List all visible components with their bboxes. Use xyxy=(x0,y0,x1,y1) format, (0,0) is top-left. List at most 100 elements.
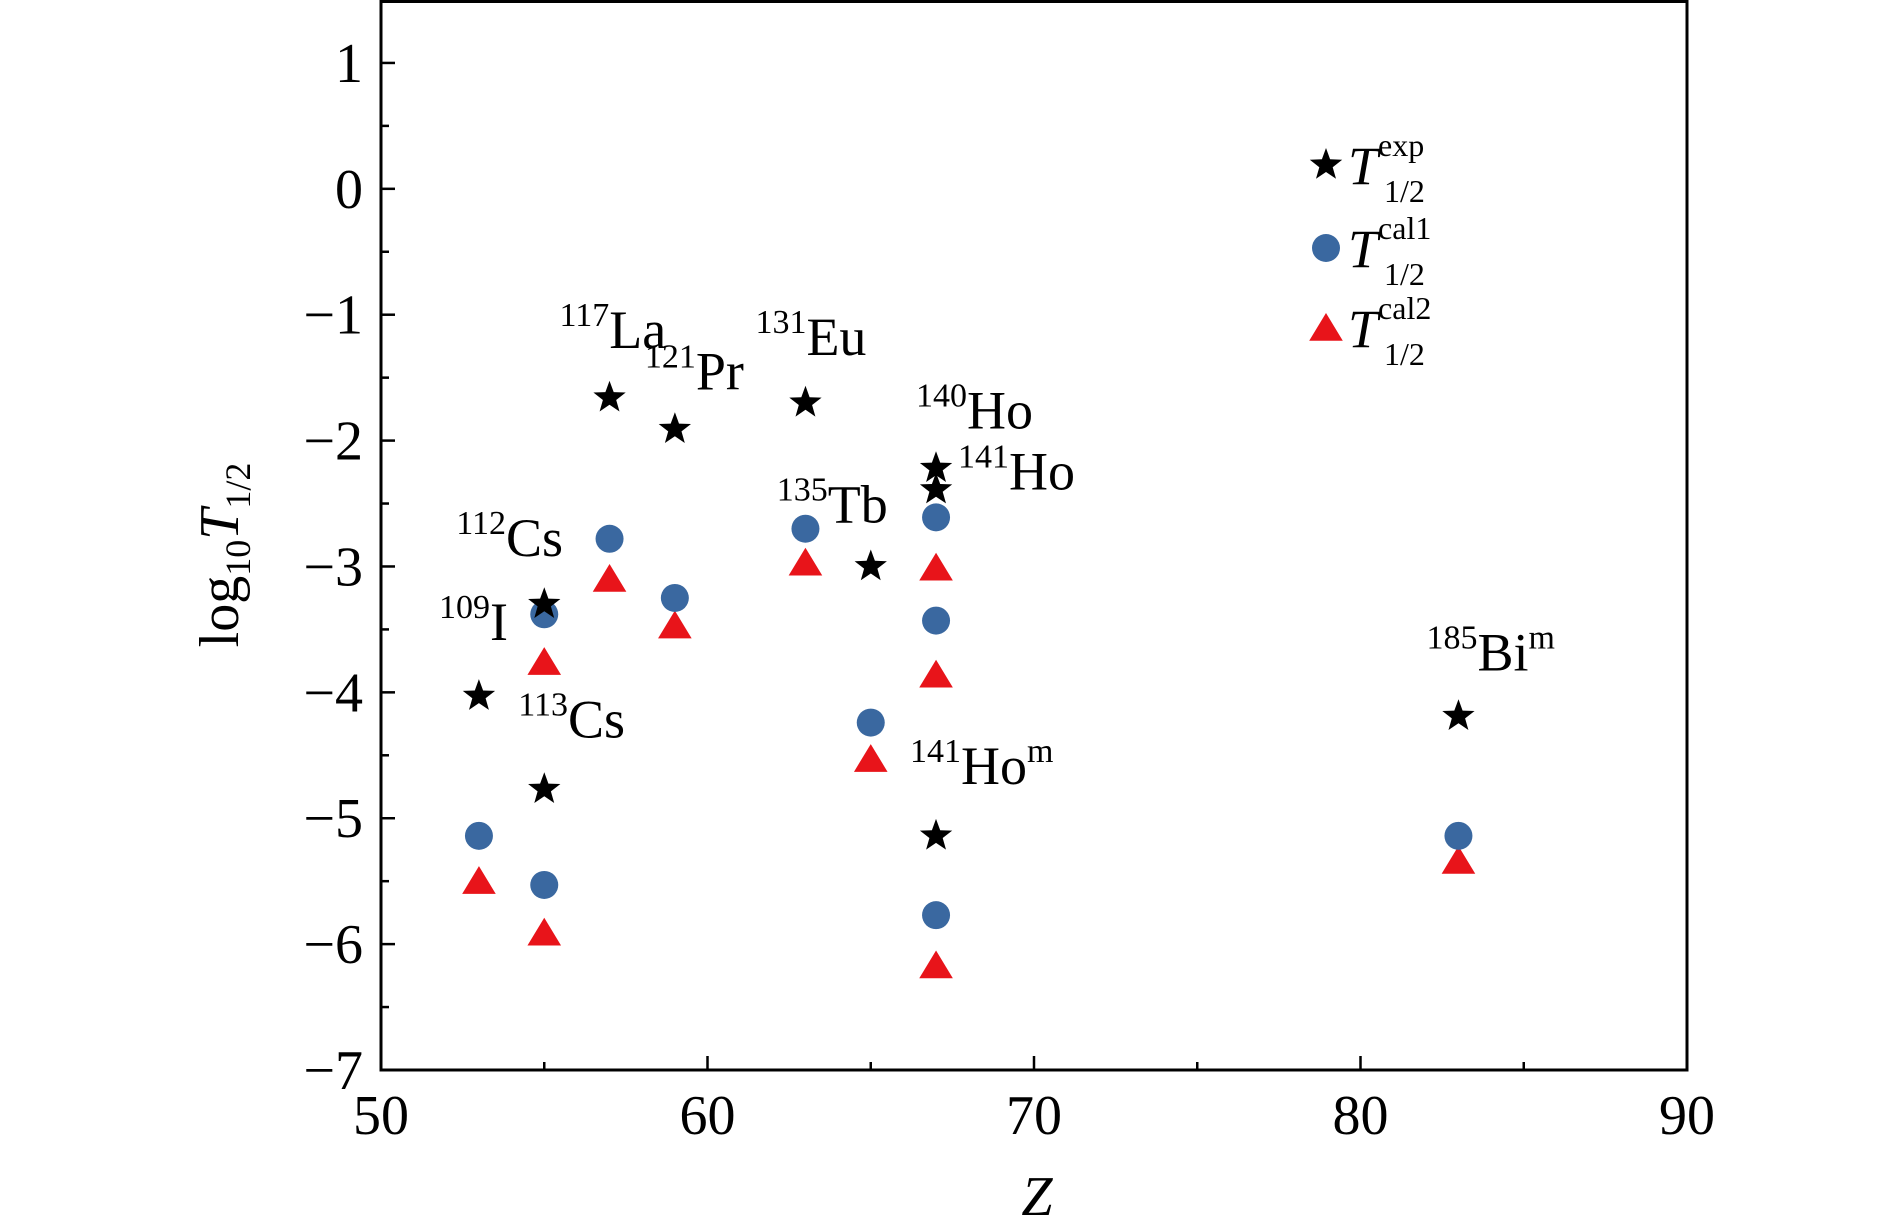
point-cal2 xyxy=(919,552,953,581)
x-tick-label: 90 xyxy=(1659,1085,1715,1147)
y-axis-label-var-sub: 1/2 xyxy=(218,463,258,509)
nuclide-label: 121Pr xyxy=(645,338,744,401)
nuclide-label: 185Bim xyxy=(1426,619,1554,682)
y-tick-label: 1 xyxy=(335,33,363,95)
nuclide-element: Cs xyxy=(506,508,563,568)
point-cal1 xyxy=(530,600,559,629)
y-tick-label: −1 xyxy=(303,285,363,347)
nuclide-element: Ho xyxy=(967,380,1033,440)
point-cal2 xyxy=(527,647,562,675)
point-cal1 xyxy=(595,524,624,553)
point-exp xyxy=(658,412,691,443)
point-cal2 xyxy=(527,917,562,946)
point-exp xyxy=(919,451,953,482)
y-tick-label: −6 xyxy=(303,914,363,976)
nuclide-label: 112Cs xyxy=(456,505,563,568)
data-points xyxy=(462,380,1476,979)
point-exp xyxy=(1442,699,1475,730)
point-exp xyxy=(593,380,626,412)
series-exp xyxy=(462,380,1475,850)
point-cal1 xyxy=(856,708,885,737)
nuclide-label: 141Hom xyxy=(910,733,1053,796)
y-axis-label-base-sub: 10 xyxy=(218,540,258,576)
y-axis-label: log10T1/2 xyxy=(189,463,258,648)
legend-sub: 1/2 xyxy=(1384,336,1425,372)
legend-var: T xyxy=(1348,299,1382,359)
plot-frame xyxy=(379,0,1689,1072)
point-cal2 xyxy=(658,610,692,639)
y-tick-label: 0 xyxy=(335,159,363,221)
axes xyxy=(379,0,1689,1072)
axis-ticks xyxy=(379,61,1689,1072)
point-cal1 xyxy=(530,870,559,899)
nuclide-element: I xyxy=(490,592,508,652)
y-axis-label-base: log xyxy=(189,576,251,648)
nuclide-mass: 109 xyxy=(439,589,490,626)
point-cal2 xyxy=(919,659,953,688)
nuclide-label: 113Cs xyxy=(518,686,625,749)
nuclide-mass: 140 xyxy=(916,377,967,414)
nuclide-element: Eu xyxy=(806,307,866,367)
legend-label: Tcal2 1/2 xyxy=(1348,290,1431,372)
point-cal2 xyxy=(853,744,888,772)
nuclide-element: Cs xyxy=(568,689,625,749)
point-cal2 xyxy=(462,866,496,894)
point-exp xyxy=(919,818,953,850)
legend-label: Texp 1/2 xyxy=(1348,127,1425,209)
x-tick-label: 60 xyxy=(680,1085,736,1147)
point-cal1 xyxy=(922,901,951,930)
x-tick-label: 50 xyxy=(353,1085,409,1147)
point-exp xyxy=(528,772,561,803)
point-cal1 xyxy=(464,821,493,850)
legend-marker-cal2 xyxy=(1309,313,1343,341)
x-tick-label: 80 xyxy=(1333,1085,1389,1147)
nuclide-label: 117La xyxy=(560,297,667,360)
point-cal2 xyxy=(919,950,953,979)
x-tick-label: 70 xyxy=(1006,1085,1062,1147)
axis-tick-labels: 50 60 70 80 90 1 0 −1 −2 −3 −4 −5 −6 −7 xyxy=(303,33,1715,1147)
nuclide-isomer: m xyxy=(1027,733,1053,770)
nuclide-mass: 185 xyxy=(1426,619,1477,656)
nuclide-element: Ho xyxy=(1009,442,1075,502)
legend-sub: 1/2 xyxy=(1384,173,1425,209)
legend-var: T xyxy=(1348,136,1382,196)
y-tick-label: −3 xyxy=(303,536,363,598)
legend-var: T xyxy=(1348,219,1382,279)
point-exp xyxy=(462,679,496,710)
series-cal2 xyxy=(462,547,1476,979)
y-axis-label-var: T xyxy=(189,505,251,540)
nuclide-mass: 135 xyxy=(777,471,828,508)
point-exp xyxy=(789,385,822,417)
y-tick-label: −2 xyxy=(303,411,363,473)
series-cal1 xyxy=(464,503,1473,930)
point-cal1 xyxy=(791,514,820,543)
nuclide-mass: 121 xyxy=(645,338,696,375)
legend-sup: cal1 xyxy=(1378,210,1431,246)
point-cal1 xyxy=(660,583,689,612)
nuclide-mass: 131 xyxy=(755,304,806,341)
nuclide-annotations: 117La121Pr131Eu140Ho141Ho135Tb112Cs109I1… xyxy=(439,297,1555,796)
y-tick-label: −7 xyxy=(303,1040,363,1102)
nuclide-element: Pr xyxy=(696,341,744,401)
point-cal1 xyxy=(922,606,951,635)
legend-sub: 1/2 xyxy=(1384,256,1425,292)
legend-sup: exp xyxy=(1378,127,1424,163)
nuclide-label: 131Eu xyxy=(755,304,866,367)
nuclide-label: 135Tb xyxy=(777,471,888,534)
point-exp xyxy=(854,549,887,581)
nuclide-mass: 112 xyxy=(456,505,506,542)
nuclide-label: 140Ho xyxy=(916,377,1033,440)
point-exp xyxy=(528,587,561,618)
nuclide-element: Ho xyxy=(961,736,1027,796)
point-cal2 xyxy=(592,564,627,592)
nuclide-element: Bi xyxy=(1477,622,1528,682)
nuclide-isomer: m xyxy=(1528,619,1554,656)
point-exp xyxy=(919,472,953,504)
y-tick-label: −4 xyxy=(303,662,363,724)
nuclide-mass: 117 xyxy=(560,297,610,334)
point-cal1 xyxy=(922,503,951,532)
legend-marker-cal1 xyxy=(1312,234,1340,262)
nuclide-element: Tb xyxy=(828,474,888,534)
